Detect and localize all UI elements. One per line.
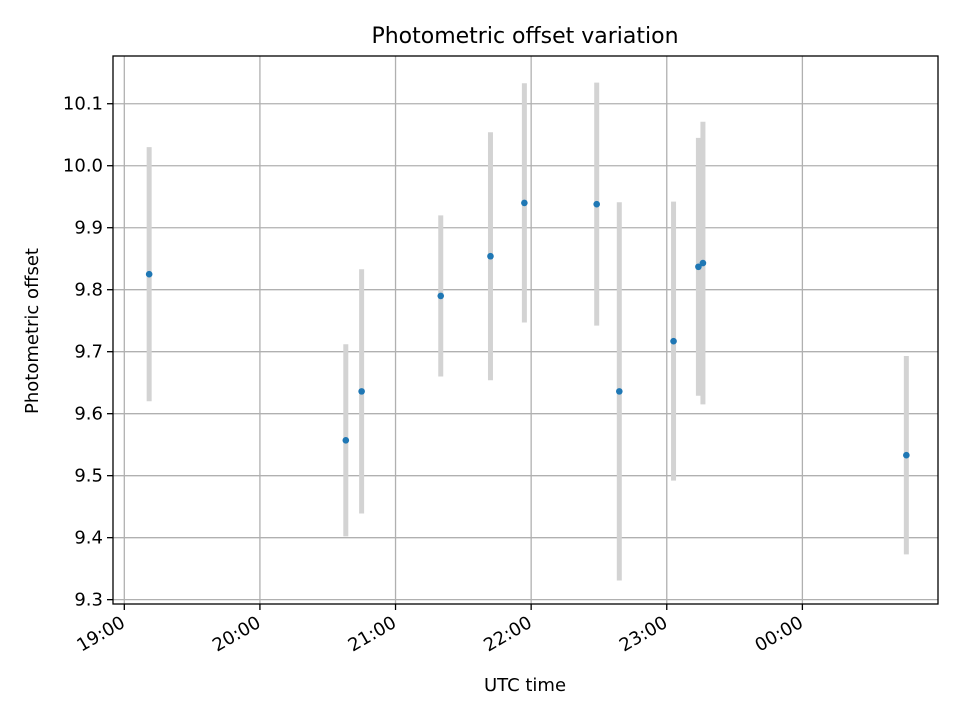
data-point <box>695 263 702 271</box>
data-point <box>670 337 677 345</box>
plot-frame <box>112 55 939 605</box>
y-tick-label: 9.8 <box>74 280 103 301</box>
data-point <box>903 451 910 459</box>
y-tick-label: 9.4 <box>74 528 103 549</box>
data-point <box>342 437 350 444</box>
y-tick-label: 9.3 <box>74 590 103 611</box>
x-axis-label: UTC time <box>484 675 566 696</box>
y-tick-label: 9.6 <box>74 404 103 425</box>
chart-title: Photometric offset variation <box>371 24 678 49</box>
y-tick-label: 9.9 <box>74 218 103 239</box>
y-axis-ticks: 9.3 9.4 9.5 9.6 9.7 9.8 9.9 10.0 10.1 <box>63 94 113 611</box>
data-point <box>593 200 600 208</box>
data-point <box>616 388 623 395</box>
data-point <box>437 292 445 300</box>
data-point <box>699 259 707 267</box>
y-tick-label: 10.0 <box>63 156 103 177</box>
data-points <box>145 199 910 459</box>
data-point <box>487 252 494 260</box>
data-point <box>358 388 365 395</box>
y-axis-label: Photometric offset <box>22 248 43 414</box>
y-tick-label: 10.1 <box>63 94 103 115</box>
data-point <box>145 270 153 278</box>
y-tick-label: 9.5 <box>74 466 103 487</box>
y-tick-label: 9.7 <box>74 342 103 363</box>
data-point <box>521 199 528 207</box>
